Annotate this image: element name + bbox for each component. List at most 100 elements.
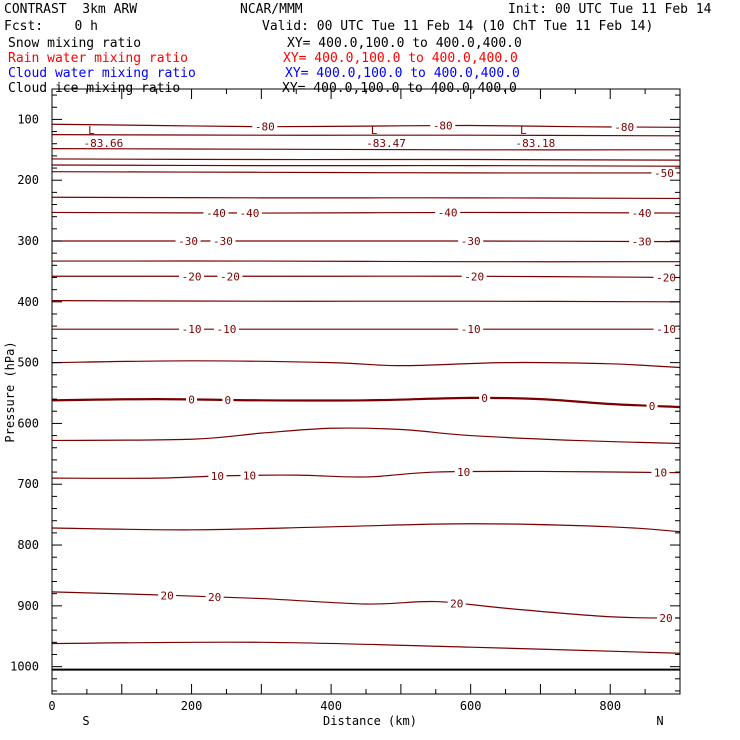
isotherm--60 — [51, 147, 681, 151]
contour-label-bg — [653, 323, 679, 336]
contour-label: -10 — [182, 323, 202, 336]
contour-label: -30 — [461, 235, 481, 248]
contour-label-bg — [651, 166, 677, 179]
minimum-marker: L — [371, 124, 378, 137]
contour-label-bg — [210, 235, 236, 248]
contour-label: -20 — [464, 270, 484, 283]
contour-label-bg — [203, 206, 229, 219]
contour-label-bg — [179, 270, 205, 283]
isotherm--50 — [51, 171, 681, 174]
contour-label: -10 — [217, 323, 237, 336]
forecast-hour: Fcst: 0 h — [4, 19, 98, 34]
contour-label: -50 — [654, 167, 674, 180]
isotherm-15 — [51, 523, 681, 533]
y-tick-label: 1000 — [10, 660, 39, 674]
isotherm-0 — [51, 396, 681, 409]
contour-label-bg — [430, 119, 456, 132]
contour-label-bg — [646, 399, 658, 412]
legend-cloudwater-name: Cloud water mixing ratio — [8, 66, 196, 81]
legend-rain-xy: XY= 400.0,100.0 to 400.0,400.0 — [283, 51, 518, 66]
legend-snow-xy: XY= 400.0,100.0 to 400.0,400.0 — [287, 36, 522, 51]
contour-label: -80 — [255, 121, 275, 134]
contour-label-layer: -80 -80 -80 -50 -40 -40 -40 -40 -30 -30 -30 -30 -20 -… — [158, 119, 679, 625]
minimum-value: -83.66 — [84, 137, 124, 150]
contour-label: 10 — [457, 466, 470, 479]
isotherm--15 — [51, 299, 681, 303]
contour-label: 20 — [659, 612, 672, 625]
isotherm--70 — [51, 134, 681, 137]
contour-label-bg — [447, 597, 466, 610]
contour-label: 0 — [225, 394, 232, 407]
contour-label-bg — [458, 235, 484, 248]
isotherm--5 — [51, 360, 681, 369]
contour-label: 0 — [481, 392, 488, 405]
contour-label-bg — [240, 469, 259, 482]
north-end-label: N — [656, 714, 663, 728]
y-tick-label: 500 — [17, 356, 39, 370]
center-title: NCAR/MMM — [240, 2, 303, 17]
x-tick-label: 0 — [48, 699, 55, 713]
contour-label: 0 — [188, 394, 195, 407]
valid-time: Valid: 00 UTC Tue 11 Feb 14 (10 ChT Tue … — [262, 19, 654, 34]
isotherm--20 — [52, 275, 681, 279]
contour-label: -40 — [206, 207, 226, 220]
contour-label: 20 — [208, 591, 221, 604]
x-tick-label: 200 — [181, 699, 203, 713]
y-tick-label: 600 — [17, 416, 39, 430]
contour-label-bg — [186, 393, 198, 406]
model-title: CONTRAST 3km ARW — [4, 2, 138, 17]
y-tick-label: 300 — [17, 234, 39, 248]
minimum-value: -83.47 — [366, 137, 406, 150]
x-tick-label: 600 — [460, 699, 482, 713]
contour-label: 20 — [450, 598, 463, 611]
contour-label-bg — [158, 589, 177, 602]
contour-label: -10 — [461, 323, 481, 336]
y-tick-label: 800 — [17, 538, 39, 552]
contour-label-bg — [657, 611, 676, 624]
contour-label: 0 — [649, 400, 656, 413]
contour-label: -40 — [240, 207, 260, 220]
contour-label-bg — [222, 393, 234, 406]
isotherm--80 — [51, 123, 681, 128]
minimum-marker: L — [520, 124, 527, 137]
contour-label: -80 — [614, 121, 634, 134]
isotherm--55 — [51, 164, 681, 167]
south-end-label: S — [82, 714, 89, 728]
contour-label-bg — [629, 235, 655, 248]
contour-label: 10 — [211, 470, 224, 483]
contour-label-bg — [236, 207, 262, 220]
isotherm-20 — [51, 591, 681, 619]
contour-label: -40 — [632, 207, 652, 220]
contour-layer — [51, 123, 681, 671]
contour-label: -20 — [656, 271, 676, 284]
y-tick-label: 200 — [17, 173, 39, 187]
contour-label-bg — [454, 465, 473, 478]
legend-rain-name: Rain water mixing ratio — [8, 51, 189, 66]
contour-label: -10 — [656, 323, 676, 336]
contour-label: -20 — [220, 270, 240, 283]
contour-label-bg — [461, 270, 487, 283]
isotherm--40 — [51, 211, 681, 214]
y-tick-label: 700 — [17, 477, 39, 491]
contour-label-bg — [611, 120, 637, 133]
isotherm-5 — [51, 427, 681, 445]
contour-label: 20 — [161, 589, 174, 602]
contour-label-bg — [205, 590, 224, 603]
y-tick-label: 100 — [17, 112, 39, 126]
isotherm--25 — [51, 260, 681, 263]
contour-label: 10 — [654, 467, 667, 480]
x-axis-label: Distance (km) — [323, 714, 417, 728]
contour-label: -30 — [632, 236, 652, 249]
contour-label: -30 — [178, 235, 198, 248]
contour-label-bg — [653, 271, 679, 284]
contour-label-bg — [458, 323, 484, 336]
contour-label-bg — [213, 323, 239, 336]
isotherm--30 — [51, 240, 681, 243]
contour-label-bg — [179, 323, 205, 336]
isotherm-10 — [51, 470, 681, 479]
contour-label-bg — [208, 470, 227, 483]
x-tick-label: 400 — [320, 699, 342, 713]
contour-label-bg — [479, 392, 491, 405]
